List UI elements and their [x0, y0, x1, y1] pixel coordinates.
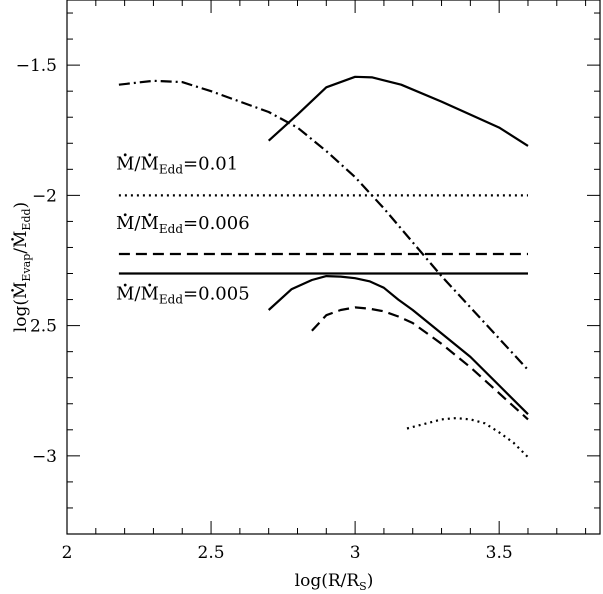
x-tick-label: 3 [350, 543, 361, 563]
annotation-label: M/MEdd=0.006 [116, 213, 250, 236]
dot-accent [11, 237, 14, 241]
series-line-dotted [406, 417, 529, 458]
series-line-dashed [311, 306, 529, 421]
y-tick-label: −1.5 [16, 56, 57, 76]
y-tick-label: −3 [32, 447, 57, 467]
svg-text:M/MEdd=0.005: M/MEdd=0.005 [116, 284, 250, 307]
svg-text:M/MEdd=0.01: M/MEdd=0.01 [116, 153, 238, 176]
series-line-solid [267, 75, 529, 147]
svg-text:M/MEdd=0.006: M/MEdd=0.006 [116, 213, 250, 236]
dot-accent [123, 153, 127, 157]
dot-accent [123, 283, 127, 287]
dot-accent [11, 288, 14, 292]
dot-accent [148, 153, 152, 157]
x-axis-label: log(R/RS) [295, 571, 374, 593]
annotations: M/MEdd=0.01 M/MEdd=0.006 M/MEdd=0.005 [116, 153, 250, 306]
dot-accent [148, 213, 152, 217]
y-tick-label: 2.5 [30, 317, 57, 337]
annotation-label: M/MEdd=0.01 [116, 153, 238, 176]
series-group [118, 75, 529, 458]
dot-accent [123, 213, 127, 217]
dot-accent [148, 283, 152, 287]
tick-labels: 2 2.5 3 3.5 −1.5 −2 2.5 −3 [16, 56, 513, 563]
x-tick-label: 2.5 [198, 543, 225, 563]
x-tick-label: 3.5 [486, 543, 513, 563]
annotation-label: M/MEdd=0.005 [116, 284, 250, 307]
svg-text:log(MEvap/MEdd): log(MEvap/MEdd) [11, 202, 33, 332]
y-tick-label: −2 [32, 186, 57, 206]
plot-frame [66, 0, 601, 535]
series-line-dashdot [118, 79, 529, 371]
x-tick-label: 2 [62, 543, 73, 563]
axis-ticks [66, 0, 600, 534]
y-axis-label: log(MEvap/MEdd) [11, 202, 33, 332]
series-line-solid [267, 275, 529, 415]
